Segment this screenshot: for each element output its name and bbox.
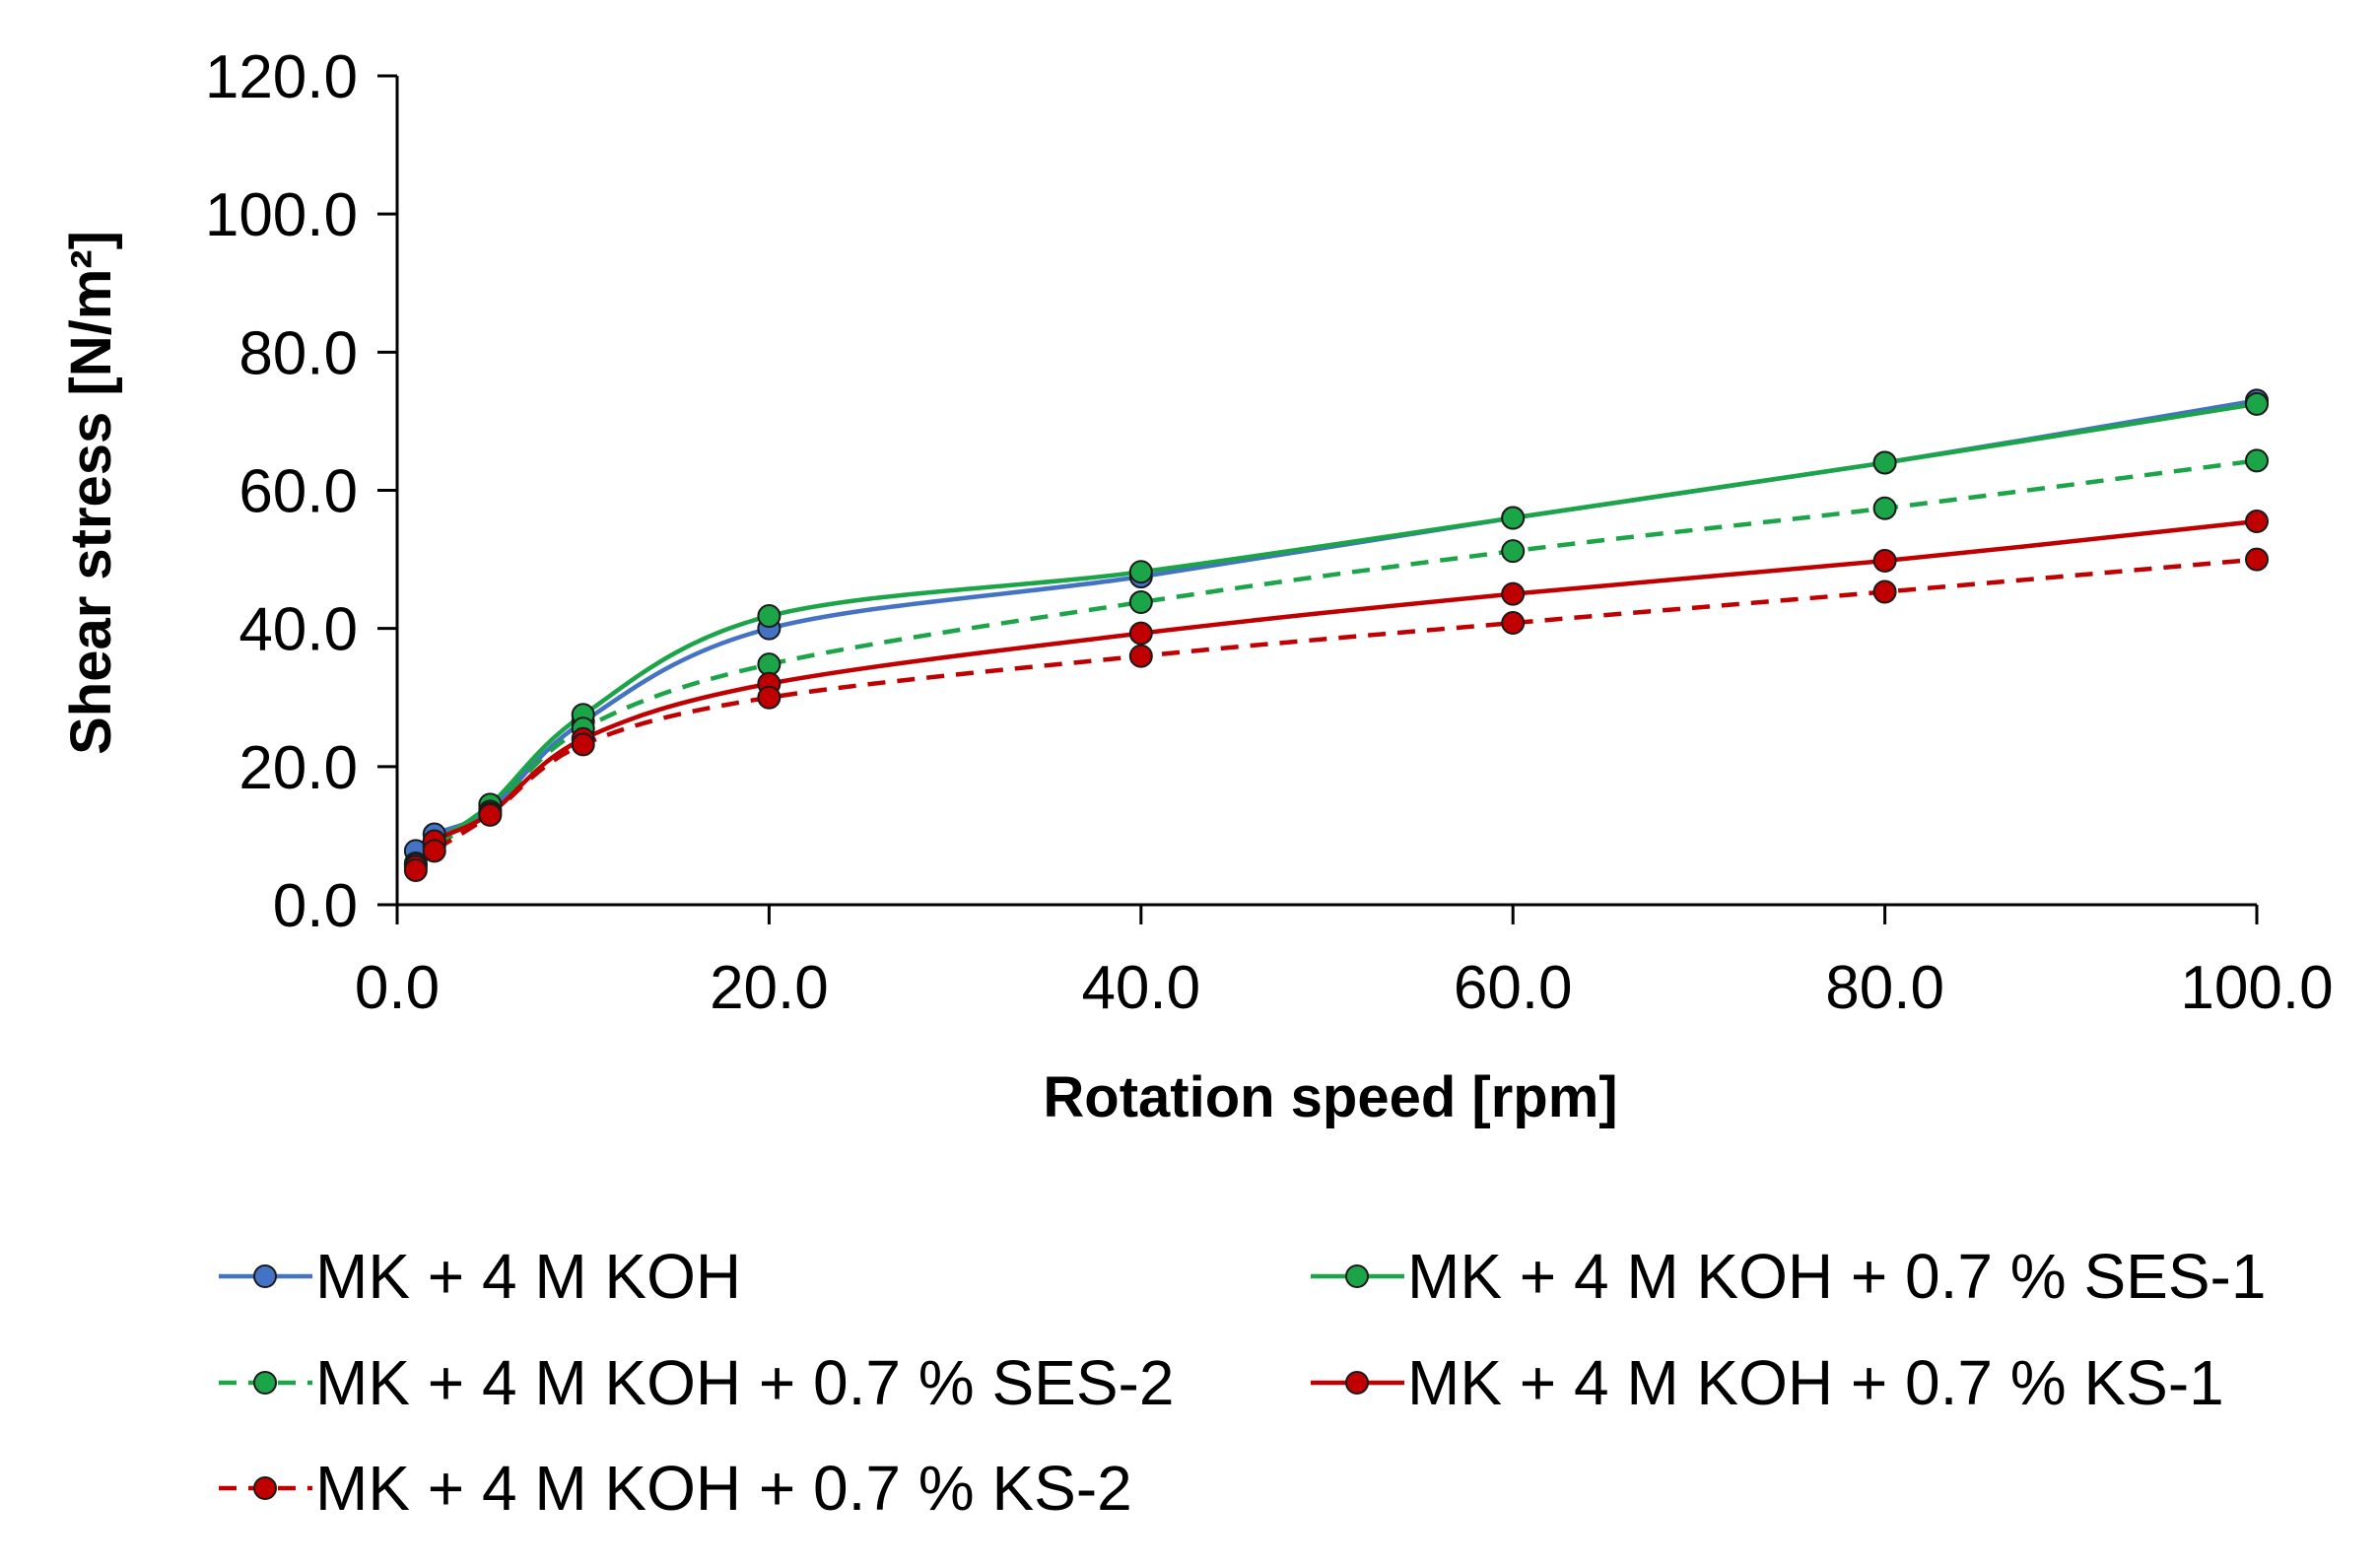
legend-label: MK + 4 M KOH + 0.7 % KS-1 bbox=[1407, 1347, 2224, 1418]
series-line-3 bbox=[414, 458, 2258, 866]
series-5-point bbox=[422, 839, 446, 863]
x-axis-title: Rotation speed [rpm] bbox=[1043, 1065, 1617, 1129]
legend-label: MK + 4 M KOH bbox=[315, 1241, 741, 1312]
y-tick-label: 0.0 bbox=[273, 872, 358, 940]
series-3-point bbox=[1872, 496, 1897, 520]
series-4-point bbox=[1872, 548, 1897, 573]
markers-layer bbox=[403, 388, 2269, 882]
legend-label: MK + 4 M KOH + 0.7 % SES-1 bbox=[1407, 1241, 2266, 1312]
y-tick-label: 80.0 bbox=[238, 319, 358, 387]
y-tick-label: 60.0 bbox=[238, 458, 358, 526]
series-5-point bbox=[1128, 644, 1153, 668]
series-3-point bbox=[1501, 539, 1526, 564]
series-layer bbox=[413, 398, 2258, 872]
x-tick-label: 100.0 bbox=[2180, 954, 2333, 1022]
series-5-point bbox=[757, 685, 782, 710]
series-5-point bbox=[403, 857, 428, 882]
x-tick-label: 80.0 bbox=[1825, 954, 1944, 1022]
series-4-point bbox=[1501, 581, 1526, 606]
legend-entry-3: MK + 4 M KOH + 0.7 % SES-2 bbox=[219, 1347, 1174, 1418]
series-2-point bbox=[1128, 560, 1153, 584]
legend-entry-1: MK + 4 M KOH bbox=[219, 1241, 741, 1312]
series-line-1 bbox=[414, 398, 2258, 852]
series-4-point bbox=[1128, 621, 1153, 646]
legend-entry-5: MK + 4 M KOH + 0.7 % KS-2 bbox=[219, 1453, 1132, 1524]
x-tick-label: 20.0 bbox=[710, 954, 829, 1022]
x-tick-label: 0.0 bbox=[355, 954, 440, 1022]
legend-swatch-marker bbox=[1345, 1371, 1369, 1395]
series-line-2 bbox=[414, 401, 2258, 865]
series-5-point bbox=[571, 732, 595, 757]
legend-swatch-marker bbox=[253, 1264, 277, 1288]
axes-layer: 0.0 20.0 40.0 60.0 80.0 100.0 120.0 0.0 20.0 40.0… bbox=[205, 43, 2334, 1022]
series-3-point bbox=[1128, 590, 1153, 615]
series-5-point bbox=[478, 802, 503, 827]
legend-swatch-marker bbox=[253, 1476, 277, 1500]
series-5-point bbox=[1501, 611, 1526, 636]
series-5-point bbox=[1872, 579, 1897, 604]
y-tick-label: 120.0 bbox=[205, 43, 358, 111]
legend-label: MK + 4 M KOH + 0.7 % SES-2 bbox=[315, 1347, 1174, 1418]
series-line-5 bbox=[414, 557, 2258, 872]
legend-entry-4: MK + 4 M KOH + 0.7 % KS-1 bbox=[1311, 1347, 2224, 1418]
series-2-point bbox=[757, 604, 782, 629]
legend-label: MK + 4 M KOH + 0.7 % KS-2 bbox=[315, 1453, 1132, 1524]
series-5-point bbox=[2245, 547, 2269, 572]
legend-swatch-marker bbox=[253, 1371, 277, 1395]
y-tick-label: 40.0 bbox=[238, 596, 358, 664]
series-4-point bbox=[2245, 510, 2269, 534]
series-2-point bbox=[1501, 506, 1526, 530]
y-tick-label: 20.0 bbox=[238, 734, 358, 802]
series-3-point bbox=[2245, 448, 2269, 473]
x-tick-label: 60.0 bbox=[1454, 954, 1573, 1022]
legend-entry-2: MK + 4 M KOH + 0.7 % SES-1 bbox=[1311, 1241, 2266, 1312]
legend-swatch-marker bbox=[1345, 1264, 1369, 1288]
legend: MK + 4 M KOH MK + 4 M KOH + 0.7 % SES-1 MK… bbox=[219, 1241, 2266, 1524]
series-2-point bbox=[1872, 450, 1897, 475]
series-2-point bbox=[2245, 391, 2269, 416]
y-axis-title: Shear stress [N/m²] bbox=[59, 231, 123, 755]
x-tick-label: 40.0 bbox=[1081, 954, 1200, 1022]
y-tick-label: 100.0 bbox=[205, 181, 358, 249]
